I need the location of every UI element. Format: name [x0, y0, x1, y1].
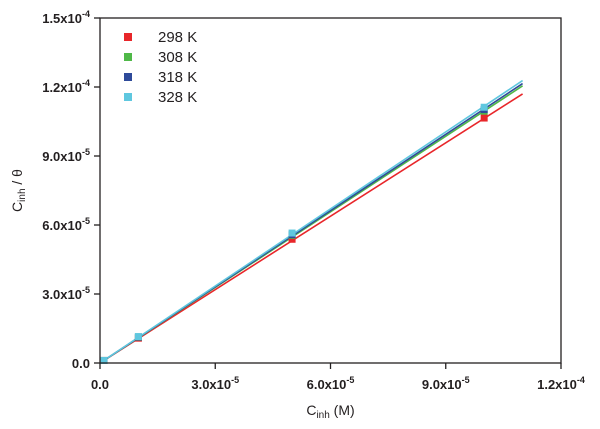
fit-lines [99, 79, 524, 364]
legend-marker-2 [124, 53, 132, 61]
x-tick-label-2: 3.0x10-5 [191, 375, 239, 392]
legend-marker-4 [124, 93, 132, 101]
x-tick-label-5: 1.2x10-4 [537, 375, 585, 392]
legend-marker-3 [124, 73, 132, 81]
x-axis-label: Cinh (M) [306, 402, 354, 421]
y-axis-label: Cinh / θ [9, 169, 28, 212]
x-tick-label-3: 6.0x10-5 [307, 375, 355, 392]
legend: 298 K 308 K 318 K 328 K [124, 29, 197, 106]
y-tick-label-4: 9.0x10-5 [42, 147, 90, 164]
axis-ticks [94, 17, 562, 369]
data-point-series-4-3 [288, 229, 296, 237]
y-tick-label-2: 3.0x10-5 [42, 285, 90, 302]
y-tick-label-5: 1.2x10-4 [42, 78, 90, 95]
legend-label-3: 318 K [158, 69, 197, 86]
legend-label-1: 298 K [158, 29, 197, 46]
data-points [100, 103, 488, 364]
tick-labels: 0.0 3.0x10-5 6.0x10-5 9.0x10-5 1.2x10-4 0.0 3.… [42, 9, 585, 392]
legend-label-4: 328 K [158, 89, 197, 106]
legend-label-2: 308 K [158, 49, 197, 66]
x-tick-label-4: 9.0x10-5 [422, 375, 470, 392]
fit-line-series-4 [99, 79, 524, 364]
data-point-series-4-2 [134, 333, 142, 341]
y-tick-label-1: 0.0 [72, 356, 90, 371]
y-tick-label-6: 1.5x10-4 [42, 9, 90, 26]
fit-line-series-1 [99, 93, 524, 364]
data-point-series-1-3 [288, 235, 296, 243]
data-point-series-4-1 [100, 356, 108, 364]
y-tick-label-3: 6.0x10-5 [42, 216, 90, 233]
legend-marker-1 [124, 33, 132, 41]
data-point-series-1-4 [480, 114, 488, 122]
x-tick-label-1: 0.0 [91, 377, 109, 392]
data-point-series-4-4 [480, 103, 488, 111]
